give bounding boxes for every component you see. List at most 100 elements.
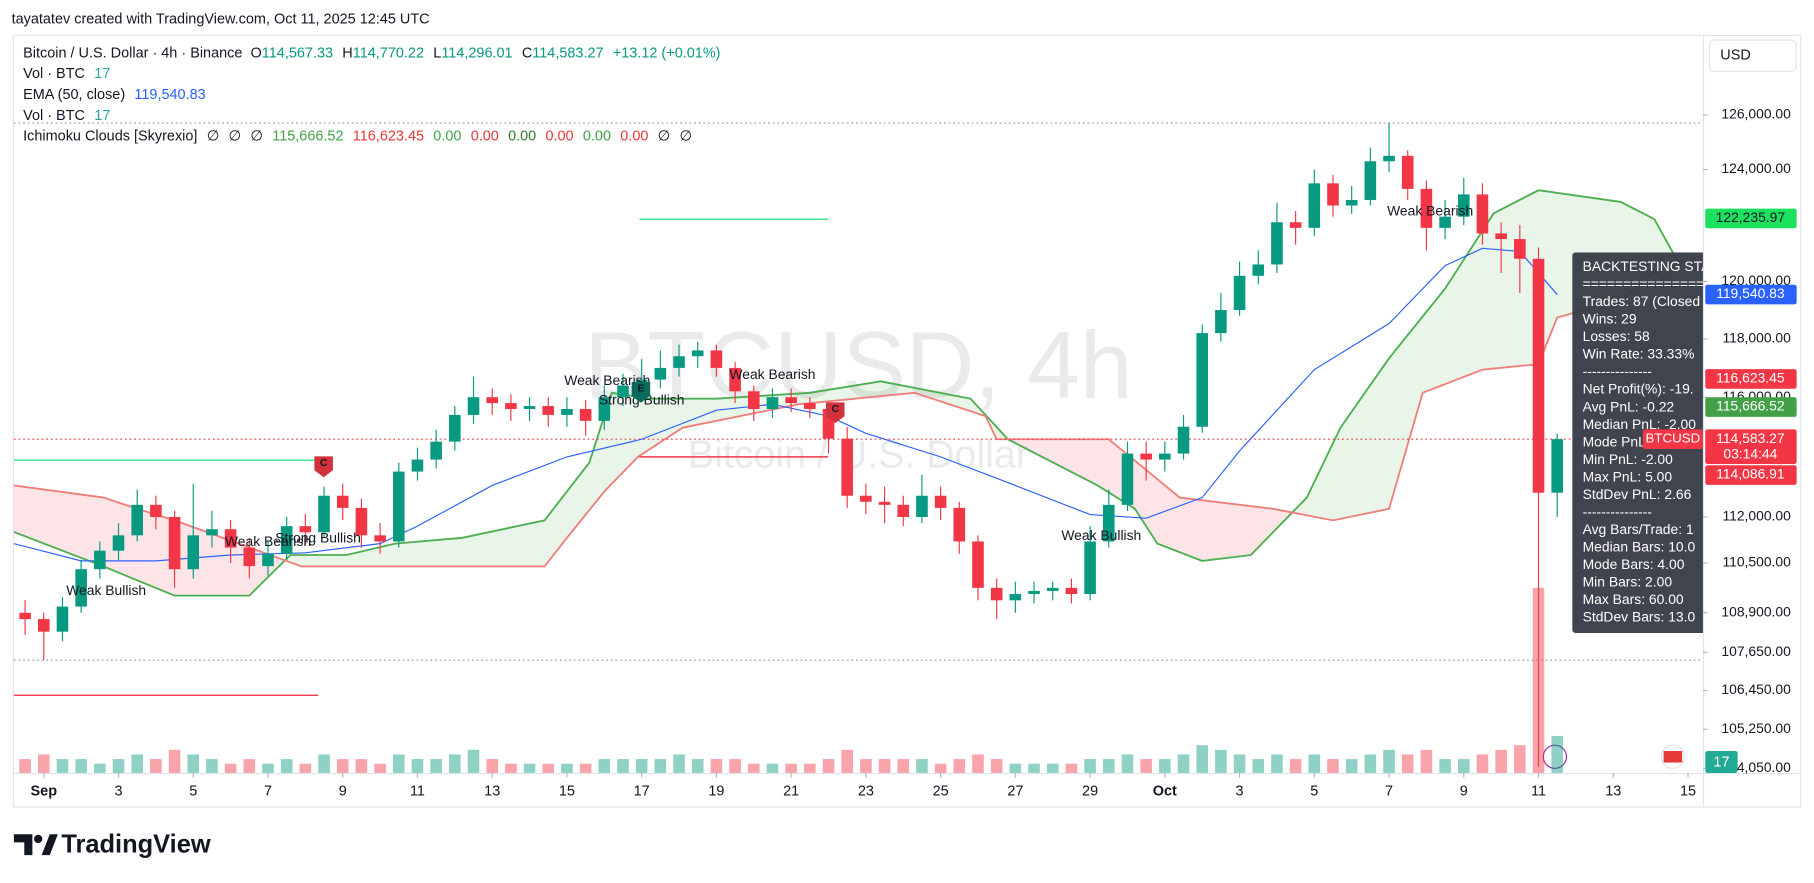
volume-bar [972, 754, 984, 773]
candle-body [953, 507, 966, 542]
x-tick-label: 19 [708, 783, 724, 799]
signal-label: Weak Bearish [1387, 202, 1473, 218]
x-tick-label: 27 [1007, 783, 1023, 799]
candle-body [897, 504, 910, 518]
panel-line: Mode PnL [1583, 433, 1647, 449]
candle-body [1532, 258, 1545, 493]
legend-row: Vol · BTC 17 [23, 66, 110, 82]
candle-body [691, 350, 704, 357]
volume-bar [1308, 754, 1321, 773]
chart-frame [12, 34, 1802, 808]
symbol-badge [1642, 429, 1703, 449]
volume-bar [766, 763, 779, 773]
candle-body [1514, 239, 1526, 259]
x-tick-label: 11 [410, 783, 425, 799]
currency[interactable]: USD [1720, 47, 1751, 63]
volume-bar [1289, 759, 1302, 773]
panel-line: --------------- [1583, 503, 1652, 519]
legend-row: Bitcoin / U.S. Dollar · 4h · Binance O114… [23, 45, 720, 61]
candle-body [392, 471, 405, 542]
volume-bar [841, 749, 853, 773]
candle-body [467, 397, 480, 415]
candle-body [729, 367, 741, 392]
ohlc-key: C [522, 45, 532, 61]
panel-line: Avg PnL: -0.22 [1583, 398, 1675, 414]
candle-body [1159, 453, 1171, 460]
signal-marker [314, 456, 333, 478]
volume-bar [860, 759, 872, 773]
panel-line: Win Rate: 33.33% [1583, 346, 1695, 362]
candle-body [1439, 216, 1451, 228]
candle-body [579, 409, 592, 421]
volume-bar [1102, 759, 1115, 773]
candle-body [766, 397, 779, 410]
volume-bar [280, 759, 293, 773]
x-tick-label: 15 [559, 783, 575, 799]
panel-line: Avg Bars/Trade: 1 [1583, 521, 1694, 537]
volume-bar [1252, 759, 1265, 773]
price-badge-label: 114,583.27 [1716, 430, 1785, 446]
price-badge-label: 119,540.83 [1716, 285, 1785, 301]
candle-body [112, 535, 125, 551]
candle-body [1196, 333, 1208, 427]
candle-body [654, 367, 667, 380]
x-tick-label: 7 [1385, 783, 1393, 799]
volume-bar [1495, 749, 1507, 773]
volume-bar [1177, 754, 1190, 773]
volume-bar [187, 754, 200, 773]
volume-bar [1215, 749, 1227, 773]
indicator-name: Vol · BTC [23, 108, 85, 124]
x-tick-label: 3 [1236, 783, 1244, 799]
candle-body [187, 535, 200, 570]
candle-body [1028, 590, 1040, 595]
panel-line: StdDev PnL: 2.66 [1583, 486, 1692, 502]
indicator-value: 0.00 [508, 128, 536, 144]
x-tick-label: 21 [783, 783, 799, 799]
candle-body [280, 526, 293, 554]
x-tick-label: Sep [31, 783, 58, 799]
volume-bar [1439, 759, 1451, 773]
candle-body [1140, 453, 1152, 460]
volume-bar [1140, 759, 1152, 773]
currency-button[interactable] [1708, 39, 1797, 72]
y-tick-label: 124,000.00 [1721, 160, 1791, 176]
volume-bar [1271, 754, 1283, 773]
candle-body [1046, 587, 1059, 591]
assistant-icon[interactable] [1542, 744, 1568, 769]
indicator-value: 116,623.45 [353, 128, 424, 144]
candle-body [430, 441, 442, 460]
candle-body [1401, 155, 1414, 189]
candle-body [1177, 426, 1190, 454]
ohlc-value: 114,567.33 [262, 45, 333, 61]
candle-body [131, 504, 143, 536]
volume-bar [1121, 754, 1134, 773]
candle-body [1327, 183, 1339, 206]
candle-body [1476, 194, 1489, 234]
signal-label: Weak Bearish [729, 366, 815, 382]
indicator-value: 119,540.83 [134, 87, 205, 103]
y-tick-label: 104,050.00 [1721, 759, 1791, 775]
signal-marker [631, 381, 651, 403]
volume-bar [635, 759, 648, 773]
indicator-value: 0.00 [433, 128, 461, 144]
panel-line: Net Profit(%): -19. [1583, 381, 1694, 397]
logo-mark [41, 834, 58, 856]
x-tick-label: 15 [1680, 783, 1696, 799]
x-tick-label: 29 [1082, 783, 1098, 799]
candle-body [804, 403, 816, 410]
ohlc-key: O [251, 45, 262, 61]
backtest-panel: BACKTESTING STA ===============Trades: 87… [1572, 252, 1703, 633]
candle-body [785, 397, 797, 404]
volume-bar [505, 763, 517, 773]
volume-bar [654, 759, 667, 773]
price-badge [1705, 369, 1797, 389]
volume-bar [1457, 759, 1470, 773]
logo-mark [34, 834, 43, 844]
volume-bar [729, 759, 741, 773]
signal-label: Weak Bearish [564, 372, 650, 388]
legend-row: Vol · BTC 17 [23, 108, 110, 124]
volume-bar [1196, 745, 1208, 773]
volume-bar [449, 754, 461, 773]
symbol: Bitcoin / U.S. Dollar · 4h · Binance [23, 45, 242, 61]
